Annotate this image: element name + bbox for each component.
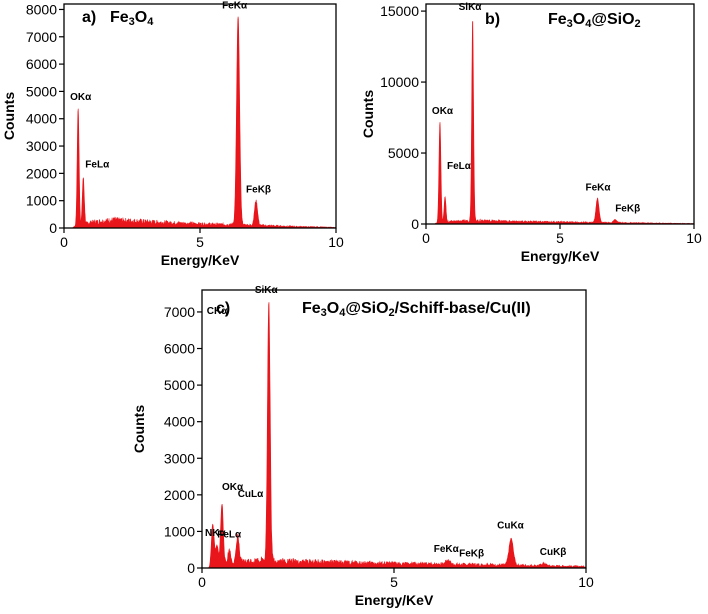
peak-label: CKα <box>207 306 228 317</box>
y-tick-label: 1000 <box>164 523 195 539</box>
x-tick-label: 5 <box>390 574 398 590</box>
x-tick-label: 0 <box>60 234 68 250</box>
spectrum-trace <box>426 21 695 225</box>
y-axis-title: Counts <box>131 405 147 453</box>
peak-label: FeKα <box>434 544 460 555</box>
plot-frame <box>63 3 337 229</box>
x-tick-label: 10 <box>686 230 702 246</box>
y-tick-label: 5000 <box>388 145 419 161</box>
spectrum-trace <box>64 16 337 229</box>
peak-label: FeLα <box>447 161 472 172</box>
y-tick-label: 2000 <box>164 487 195 503</box>
y-tick-label: 10000 <box>380 74 419 90</box>
plot-frame <box>201 289 587 569</box>
x-tick-label: 5 <box>556 230 564 246</box>
peak-label: CuLα <box>238 489 264 500</box>
peak-label: FeLα <box>85 159 110 170</box>
x-tick-label: 5 <box>196 234 204 250</box>
y-tick-label: 7000 <box>164 304 195 320</box>
x-tick-label: 0 <box>198 574 206 590</box>
peak-label: FeKα <box>586 182 612 193</box>
peak-label: FeLα <box>217 530 242 541</box>
panel-title: Fe3O4@SiO2 <box>548 11 641 30</box>
panel-title: Fe3O4@SiO2/Schiff-base/Cu(II) <box>302 300 531 319</box>
panel-c: 0 5 10 0 1000 2000 3000 4000 5000 6000 7000 Energy/… <box>131 285 594 608</box>
y-axis-title: Counts <box>360 90 376 138</box>
y-tick-label: 0 <box>411 216 419 232</box>
panel-b: 0 5 10 0 5000 10000 15000 Energy/KeV Counts b) Fe3… <box>360 2 702 264</box>
x-axis-title: Energy/KeV <box>161 252 240 268</box>
y-tick-label: 4000 <box>26 111 57 127</box>
peak-label: FeKα <box>222 0 248 11</box>
peak-label: FeKβ <box>615 204 640 215</box>
y-tick-label: 0 <box>49 220 57 236</box>
y-tick-label: 3000 <box>26 138 57 154</box>
panel-letter: b) <box>485 11 500 28</box>
panel-letter: a) <box>82 9 96 26</box>
y-tick-label: 4000 <box>164 414 195 430</box>
y-tick-label: 5000 <box>164 377 195 393</box>
y-tick-label: 3000 <box>164 450 195 466</box>
peak-label: SiKα <box>255 285 279 296</box>
panel-title: Fe3O4 <box>110 9 154 28</box>
y-tick-label: 8000 <box>26 1 57 17</box>
x-axis-title: Energy/KeV <box>521 248 600 264</box>
peak-label: OKα <box>432 106 454 117</box>
peak-label: FeKβ <box>246 185 271 196</box>
panel-a: 0 5 10 0 1000 2000 3000 4000 5000 6000 7000 8000 Ene… <box>1 0 344 268</box>
spectrum-trace <box>202 302 587 569</box>
plot-frame <box>425 3 695 225</box>
y-tick-label: 6000 <box>164 341 195 357</box>
y-tick-label: 2000 <box>26 165 57 181</box>
y-tick-label: 7000 <box>26 29 57 45</box>
x-tick-label: 10 <box>328 234 344 250</box>
y-axis-title: Counts <box>1 92 17 140</box>
y-tick-label: 5000 <box>26 83 57 99</box>
peak-label: SiKα <box>459 2 483 13</box>
y-tick-label: 15000 <box>380 3 419 19</box>
peak-label: CuKα <box>497 521 525 532</box>
x-tick-label: 10 <box>578 574 594 590</box>
y-tick-label: 1000 <box>26 193 57 209</box>
y-tick-label: 0 <box>187 560 195 576</box>
peak-label: CuKβ <box>540 547 567 558</box>
peak-label: OKα <box>222 482 244 493</box>
peak-label: NKα <box>205 528 226 539</box>
x-tick-label: 0 <box>422 230 430 246</box>
peak-label: OKα <box>70 92 92 103</box>
panel-letter: c) <box>216 300 230 317</box>
x-axis-title: Energy/KeV <box>355 592 434 608</box>
y-tick-label: 6000 <box>26 56 57 72</box>
peak-label: FeKβ <box>459 548 484 559</box>
